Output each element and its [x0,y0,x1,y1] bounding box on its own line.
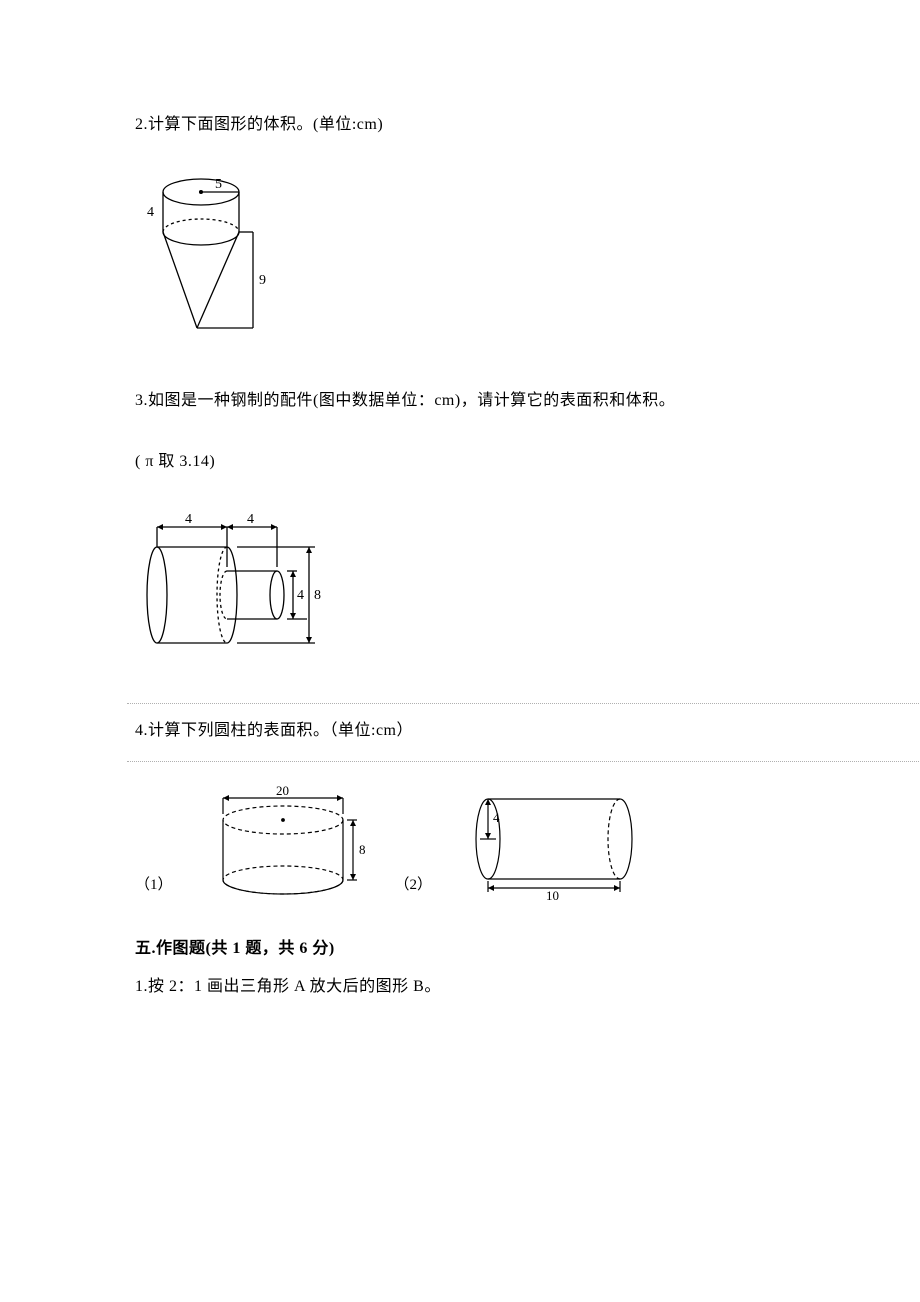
q3-dim-8: 8 [314,588,321,603]
q2-coneh-label: 9 [259,273,266,288]
section5-title: 五.作图题(共 1 题，共 6 分) [135,934,920,958]
q2-text: 2.计算下面图形的体积。(单位:cm) [135,110,920,140]
dotted-separator [127,703,920,704]
q4-1-h: 8 [359,842,366,857]
dotted-separator-2 [127,761,920,762]
q3-dim-4: 4 [297,588,304,603]
q4-2-len: 10 [546,888,559,903]
q2-r-label: 5 [215,177,222,192]
q3-pi-note: ( π 取 3.14) [135,447,920,477]
q3-figure: 4 4 4 8 [135,507,920,667]
q3-text: 3.如图是一种钢制的配件(图中数据单位：cm)，请计算它的表面积和体积。 [135,386,920,416]
q4-text: 4.计算下列圆柱的表面积。（单位:cm） [135,716,920,746]
q4-fig1: 20 8 [201,784,371,904]
q4-sub2-label: （2） [395,873,433,904]
q2-cylh-label: 4 [147,205,154,220]
q3-dim-a: 4 [185,512,192,527]
q4-figures: （1） 20 8 （2） [135,784,920,904]
q4-fig2: 4 10 [460,784,650,904]
q4-sub1-label: （1） [135,873,173,904]
q4-2-r: 4 [493,810,500,825]
section5-q1: 1.按 2：1 画出三角形 A 放大后的图形 B。 [135,972,920,1002]
q4-1-d: 20 [276,784,289,798]
q2-figure: 5 4 9 [135,170,920,350]
q3-dim-b: 4 [247,512,254,527]
